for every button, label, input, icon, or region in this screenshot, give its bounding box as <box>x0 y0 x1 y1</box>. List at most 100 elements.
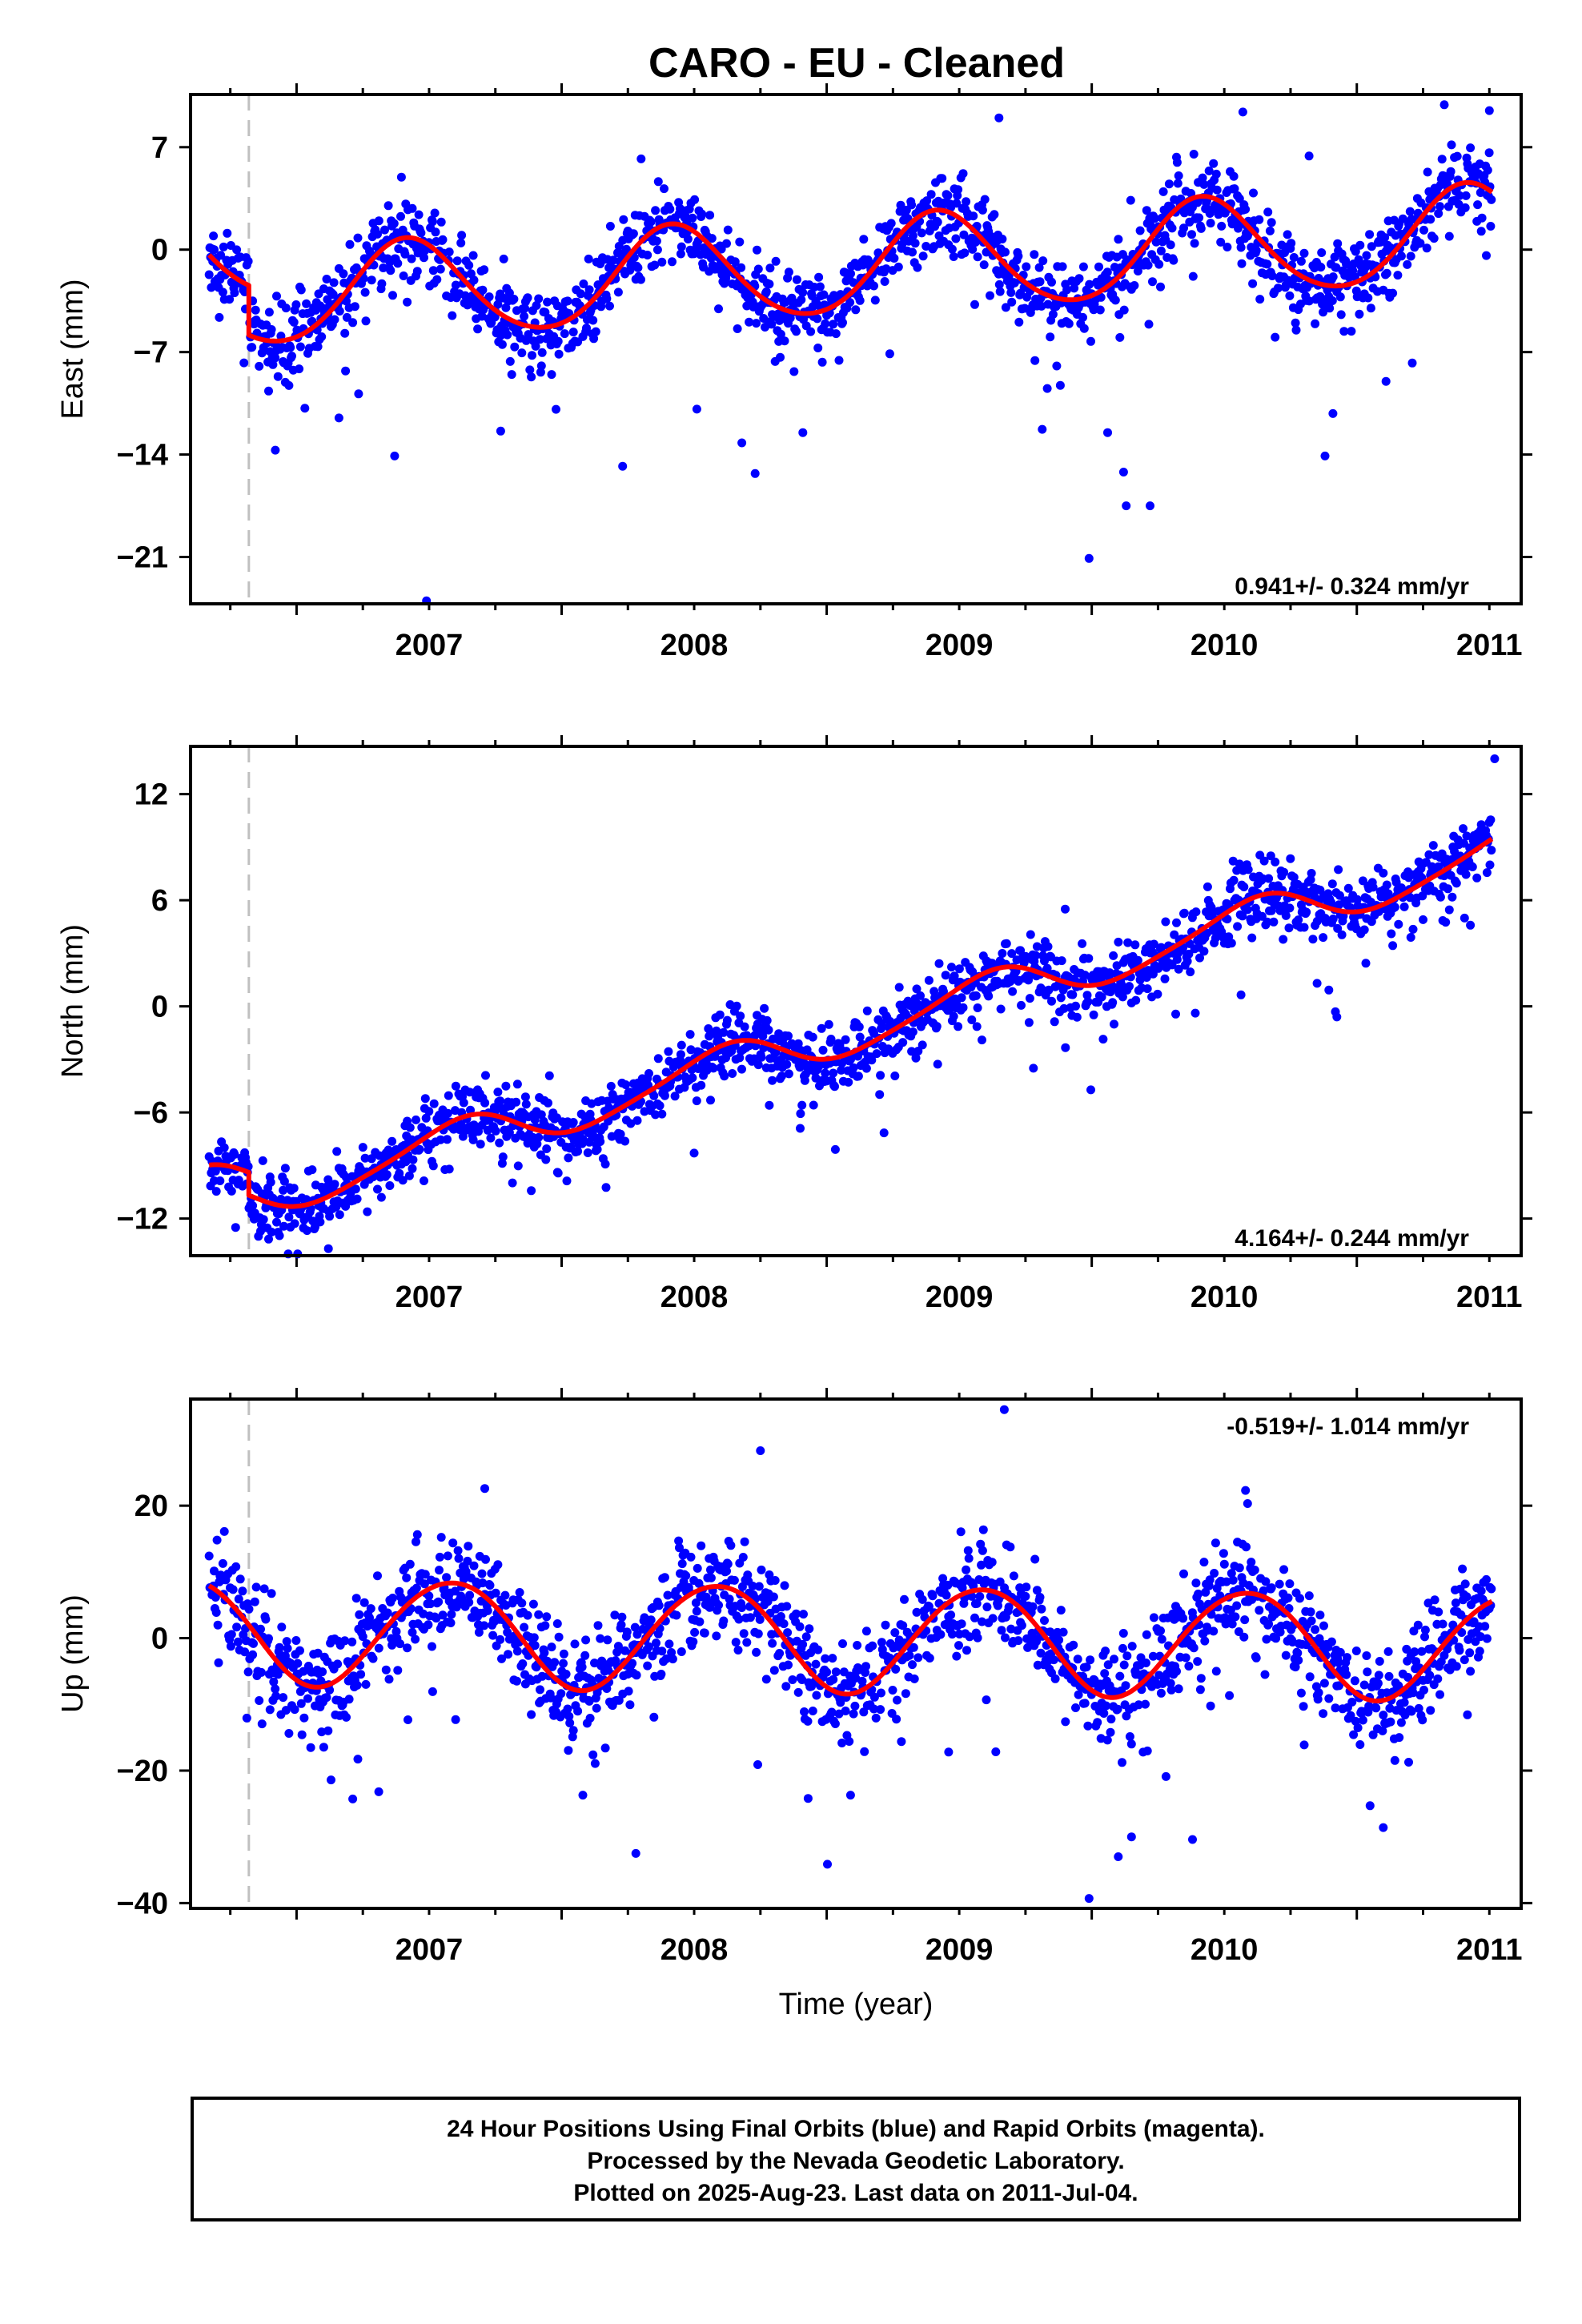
east-data-point <box>918 251 928 261</box>
east-data-point <box>345 239 355 249</box>
up-data-point <box>797 1675 807 1684</box>
east-data-point <box>1070 283 1079 293</box>
east-data-point <box>1271 332 1280 342</box>
north-panel: North (mm) 4.164+/- 0.244 mm/yr 2007 2008… <box>56 735 1532 1314</box>
east-data-point <box>1001 247 1010 257</box>
east-data-point <box>517 348 527 358</box>
east-data-point <box>1223 243 1232 251</box>
east-data-point <box>789 367 799 376</box>
up-data-point <box>411 1634 420 1644</box>
up-data-point <box>603 1635 612 1645</box>
up-data-point <box>1319 1621 1328 1630</box>
north-data-point <box>1461 870 1471 879</box>
north-data-point <box>1019 958 1029 967</box>
north-data-point <box>424 1107 434 1116</box>
up-data-point <box>1466 1667 1476 1676</box>
north-data-point <box>330 1180 339 1189</box>
north-data-point <box>373 1184 382 1194</box>
north-data-point <box>280 1164 290 1173</box>
east-data-point <box>353 233 363 243</box>
up-data-point <box>435 1566 444 1575</box>
north-data-point <box>541 1155 551 1164</box>
east-data-point <box>1206 219 1215 228</box>
north-data-point <box>1434 862 1443 871</box>
north-data-point <box>973 1003 982 1012</box>
east-data-point <box>554 349 564 359</box>
east-data-point <box>1074 274 1084 283</box>
up-data-point <box>1435 1690 1444 1699</box>
up-data-point <box>1083 1721 1093 1731</box>
east-data-point <box>1085 279 1094 289</box>
north-data-point <box>720 1072 729 1081</box>
up-y-axis-label: Up (mm) <box>56 1594 90 1713</box>
up-data-point <box>355 1610 364 1619</box>
east-data-point <box>1419 225 1428 235</box>
up-data-point <box>851 1674 861 1683</box>
north-data-point <box>1406 933 1415 942</box>
up-data-point <box>779 1619 789 1629</box>
north-data-point <box>644 1069 653 1078</box>
east-data-point <box>1255 295 1265 304</box>
up-data-point <box>1243 1499 1252 1508</box>
up-data-point <box>1006 1542 1015 1552</box>
up-data-point <box>770 1576 780 1585</box>
north-data-point <box>725 1000 735 1009</box>
up-data-point <box>978 1617 986 1626</box>
north-data-point <box>830 1082 839 1092</box>
east-data-point <box>653 177 663 187</box>
north-data-point <box>1334 865 1343 875</box>
east-data-point <box>1148 277 1157 287</box>
north-data-point <box>1061 904 1070 914</box>
up-data-point <box>1071 1703 1080 1712</box>
north-data-point <box>497 1159 507 1168</box>
up-data-point <box>756 1446 765 1455</box>
east-data-point <box>1236 243 1246 252</box>
east-data-point <box>908 231 917 240</box>
east-data-point <box>938 174 947 183</box>
north-data-point <box>1082 991 1092 1000</box>
up-data-point <box>1118 1758 1126 1767</box>
up-data-point <box>374 1787 383 1796</box>
north-data-point <box>429 1099 439 1108</box>
up-data-point <box>972 1598 982 1608</box>
north-data-point <box>289 1184 299 1193</box>
north-data-point <box>1299 923 1309 932</box>
up-data-point <box>798 1639 808 1649</box>
up-data-point <box>1032 1637 1041 1647</box>
up-data-point <box>1475 1647 1484 1656</box>
north-data-point <box>1487 846 1496 855</box>
north-data-point <box>1105 968 1114 978</box>
north-data-point <box>307 1165 317 1175</box>
up-data-point <box>273 1670 283 1679</box>
north-data-point <box>1123 938 1133 947</box>
up-data-point <box>1307 1616 1316 1626</box>
east-data-point <box>750 468 760 478</box>
north-data-point <box>837 1065 846 1075</box>
up-data-point <box>987 1558 997 1567</box>
up-data-point <box>552 1619 562 1628</box>
north-data-point <box>877 1019 886 1028</box>
up-data-point <box>946 1610 956 1620</box>
up-data-point <box>982 1602 992 1612</box>
up-data-point <box>752 1647 761 1657</box>
up-data-point <box>402 1573 412 1582</box>
up-data-point <box>474 1627 484 1637</box>
up-data-point <box>295 1646 304 1655</box>
up-data-point <box>1073 1655 1082 1664</box>
east-data-point <box>1135 226 1145 235</box>
up-data-point <box>672 1610 681 1620</box>
up-data-point <box>769 1592 778 1602</box>
east-data-point <box>613 287 623 297</box>
up-data-point <box>593 1621 603 1630</box>
up-data-point <box>420 1570 430 1579</box>
up-data-point <box>1305 1672 1315 1682</box>
east-data-point <box>986 291 994 300</box>
up-data-point <box>630 1622 640 1632</box>
up-data-point <box>1351 1647 1361 1655</box>
east-data-point <box>520 312 529 321</box>
north-data-point <box>749 1054 759 1063</box>
north-data-point <box>512 1080 522 1089</box>
east-data-point <box>377 279 387 288</box>
east-data-point <box>354 389 363 399</box>
up-data-point <box>1201 1587 1211 1597</box>
